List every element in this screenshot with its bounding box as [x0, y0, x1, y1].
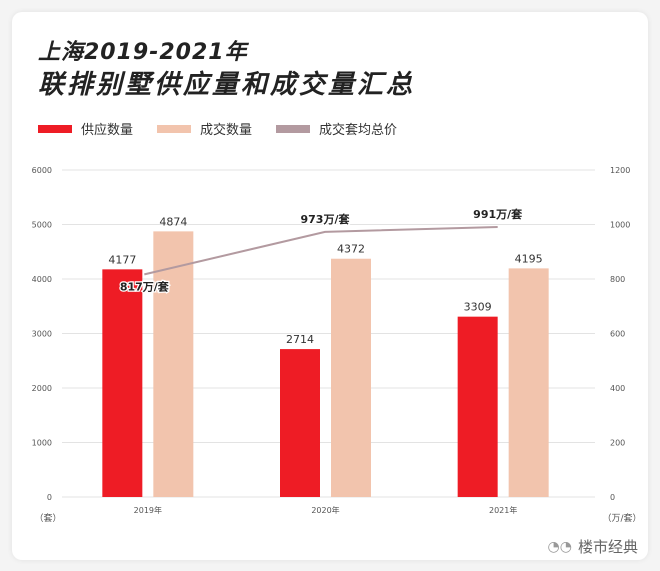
- y-left-unit-label: （套）: [34, 512, 61, 524]
- line-avg-price: [144, 225, 498, 276]
- legend-item-supply: 供应数量: [38, 119, 133, 138]
- y-right-tick-label: 1000: [610, 221, 630, 230]
- legend-item-deals: 成交数量: [157, 119, 252, 138]
- bar-deals: [508, 268, 549, 497]
- legend-label-deals: 成交数量: [200, 123, 253, 138]
- y-right-tick-label: 1200: [610, 166, 630, 175]
- line-label-avg-price: 991万/套: [473, 207, 523, 221]
- chart-title: 上海2019-2021年: [38, 40, 248, 65]
- legend-swatch-deals: [157, 124, 192, 133]
- bar-deals: [153, 231, 194, 497]
- y-left-tick-label: 3000: [32, 330, 52, 339]
- bar-deals: [331, 258, 371, 497]
- y-left-tick-label: 6000: [32, 166, 52, 175]
- watermark: ◔◔ 楼市经典: [548, 536, 638, 557]
- bar-supply: [457, 316, 498, 497]
- y-right-tick-label: 200: [610, 439, 625, 448]
- y-left-tick-label: 4000: [32, 275, 52, 284]
- wechat-icon: ◔◔: [547, 538, 572, 555]
- bar-label-deals: 4195: [515, 252, 543, 265]
- y-left-tick-label: 0: [47, 493, 52, 502]
- y-right-tick-label: 400: [610, 384, 625, 393]
- bar-label-supply: 2714: [286, 333, 314, 346]
- y-right-tick-label: 800: [610, 275, 625, 284]
- y-left-tick-label: 5000: [32, 221, 52, 230]
- y-left-tick-label: 1000: [32, 439, 52, 448]
- bar-label-supply: 3309: [464, 301, 492, 314]
- x-tick-label: 2020年: [311, 505, 339, 515]
- bar-supply: [280, 349, 320, 497]
- bar-supply: [102, 269, 143, 497]
- legend-swatch-avg-price: [276, 124, 311, 133]
- y-right-unit-label: （万/套）: [602, 512, 641, 524]
- legend-item-avg-price: 成交套均总价: [276, 119, 397, 138]
- legend-label-avg-price: 成交套均总价: [319, 123, 398, 138]
- x-tick-label: 2019年: [134, 505, 162, 515]
- legend-label-supply: 供应数量: [81, 123, 134, 138]
- legend: 供应数量 成交数量 成交套均总价: [38, 119, 421, 138]
- bar-label-deals: 4874: [159, 215, 187, 228]
- bar-label-supply: 4177: [108, 253, 136, 266]
- y-right-tick-label: 0: [610, 493, 615, 502]
- bar-label-deals: 4372: [337, 243, 365, 256]
- x-tick-label: 2021年: [489, 505, 517, 515]
- y-left-tick-label: 2000: [32, 384, 52, 393]
- chart-subtitle: 联排别墅供应量和成交量汇总: [38, 70, 416, 100]
- watermark-text: 楼市经典: [577, 538, 638, 556]
- line-label-avg-price: 973万/套: [301, 212, 351, 226]
- legend-swatch-supply: [38, 124, 72, 133]
- y-right-tick-label: 600: [610, 330, 625, 339]
- line-label-avg-price: 817万/套: [120, 279, 170, 293]
